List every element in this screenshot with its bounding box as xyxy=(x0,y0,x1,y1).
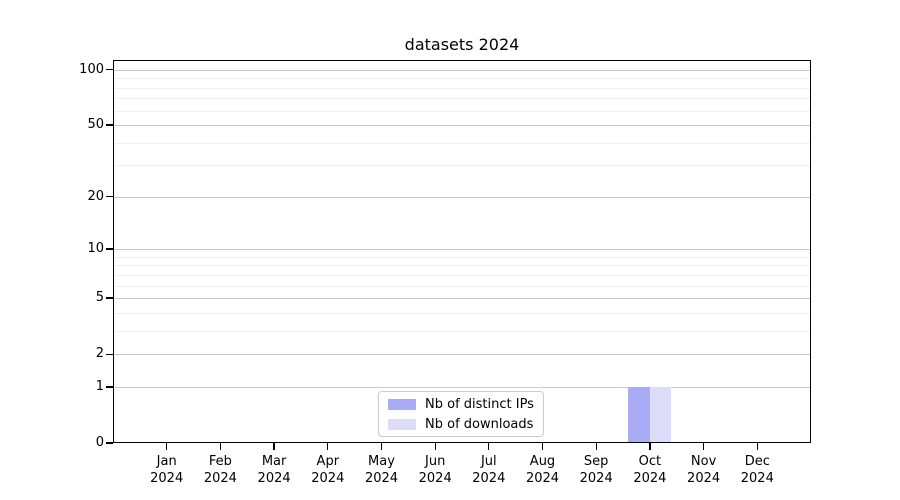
x-tick-label-line: 2024 xyxy=(687,471,721,486)
x-tick-label: Apr 2024 xyxy=(296,453,360,487)
gridline-minor xyxy=(113,265,811,267)
x-tick-label-line: 2024 xyxy=(364,471,399,486)
x-tick xyxy=(434,443,436,450)
x-tick-label-line: Jul xyxy=(480,454,497,469)
x-tick-label: Dec 2024 xyxy=(725,453,789,487)
legend: Nb of distinct IPs Nb of downloads xyxy=(378,391,544,437)
y-tick xyxy=(106,297,113,299)
x-tick-label: May 2024 xyxy=(350,453,414,487)
gridline-minor xyxy=(113,142,811,144)
gridline-major xyxy=(113,249,811,251)
y-tick-label: 5 xyxy=(95,290,104,306)
y-tick xyxy=(106,69,113,71)
y-tick xyxy=(106,124,113,126)
y-tick-label: 50 xyxy=(87,117,104,132)
gridline-minor xyxy=(113,256,811,258)
legend-swatch-downloads xyxy=(388,418,416,430)
x-tick xyxy=(380,443,383,450)
x-tick-label-line: Sep xyxy=(583,454,609,469)
x-tick-label-line: 2024 xyxy=(150,471,184,486)
x-tick-label: Jun 2024 xyxy=(403,453,467,487)
x-tick-label: Aug 2024 xyxy=(511,453,575,487)
gridline-major xyxy=(113,125,811,126)
legend-label-distinct-ips: Nb of distinct IPs xyxy=(425,396,534,412)
gridline-minor xyxy=(113,165,811,167)
gridline-minor xyxy=(113,98,811,100)
y-tick xyxy=(106,442,113,444)
x-tick-label-line: 2024 xyxy=(203,471,237,486)
y-tick-label: 0 xyxy=(95,435,104,450)
x-tick-label-line: 2024 xyxy=(579,471,613,486)
x-tick-label: Nov 2024 xyxy=(672,453,736,487)
y-tick xyxy=(106,248,113,250)
legend-label-downloads: Nb of downloads xyxy=(425,416,534,432)
x-tick-label-line: 2024 xyxy=(633,471,667,486)
gridline-major xyxy=(113,298,811,300)
gridline-minor xyxy=(113,285,811,287)
x-tick-label-line: Jan xyxy=(156,454,177,469)
x-tick-label-line: Feb xyxy=(208,454,232,469)
x-tick-label: Jul 2024 xyxy=(457,453,521,487)
legend-swatch-distinct-ips xyxy=(388,398,416,410)
x-tick-label: Sep 2024 xyxy=(564,453,628,487)
bar-nb-of-distinct-ips xyxy=(628,386,650,443)
x-tick-label-line: Oct xyxy=(638,454,662,469)
x-tick xyxy=(488,443,490,450)
gridline-major xyxy=(113,386,811,388)
x-tick xyxy=(327,443,329,450)
x-tick-label-line: Dec xyxy=(744,454,770,469)
chart-title: datasets 2024 xyxy=(404,35,520,54)
x-tick-label-line: 2024 xyxy=(525,471,560,486)
gridline-minor xyxy=(113,274,811,276)
x-tick-label-line: Apr xyxy=(316,454,340,469)
y-tick-label: 2 xyxy=(95,346,104,362)
gridline-major xyxy=(113,69,811,71)
gridline-minor xyxy=(113,312,811,314)
legend-item-distinct-ips: Nb of distinct IPs xyxy=(388,397,534,412)
x-tick xyxy=(649,443,651,450)
bar-nb-of-downloads xyxy=(649,386,672,443)
gridline-major xyxy=(113,354,811,356)
x-tick-label: Jan 2024 xyxy=(135,453,199,487)
x-tick xyxy=(702,443,705,450)
gridline-major xyxy=(113,196,811,198)
x-tick-label-line: Jun xyxy=(425,454,446,469)
y-tick-label: 20 xyxy=(87,188,104,204)
y-tick xyxy=(106,196,113,198)
x-tick xyxy=(756,443,758,450)
gridline-minor xyxy=(113,110,811,112)
gridline-minor xyxy=(113,330,811,332)
plot-area xyxy=(113,60,811,443)
x-tick-label-line: Mar xyxy=(261,454,287,469)
x-tick-label-line: 2024 xyxy=(472,471,506,486)
x-tick xyxy=(219,443,222,450)
plot-frame xyxy=(113,60,811,443)
x-tick-label-line: Nov xyxy=(690,454,717,469)
y-tick xyxy=(106,353,113,355)
x-tick-label-line: May xyxy=(368,454,395,469)
x-tick-label-line: 2024 xyxy=(418,471,452,486)
x-tick xyxy=(166,443,168,450)
x-tick-label-line: 2024 xyxy=(740,471,774,486)
x-tick-label-line: 2024 xyxy=(311,471,345,486)
x-tick-label: Oct 2024 xyxy=(618,453,682,487)
y-tick-label: 10 xyxy=(87,241,104,257)
x-tick xyxy=(541,443,544,450)
y-tick-label: 100 xyxy=(79,61,104,77)
y-tick-label: 1 xyxy=(95,378,104,394)
x-tick-label: Mar 2024 xyxy=(242,453,306,487)
gridline-minor xyxy=(113,87,811,89)
y-tick xyxy=(106,386,113,388)
x-tick xyxy=(595,443,597,450)
x-tick-label-line: Aug xyxy=(529,454,556,469)
x-tick-label: Feb 2024 xyxy=(188,453,252,487)
x-tick-label-line: 2024 xyxy=(257,471,291,486)
legend-item-downloads: Nb of downloads xyxy=(388,417,534,432)
gridline-minor xyxy=(113,78,811,80)
x-tick xyxy=(273,443,275,450)
